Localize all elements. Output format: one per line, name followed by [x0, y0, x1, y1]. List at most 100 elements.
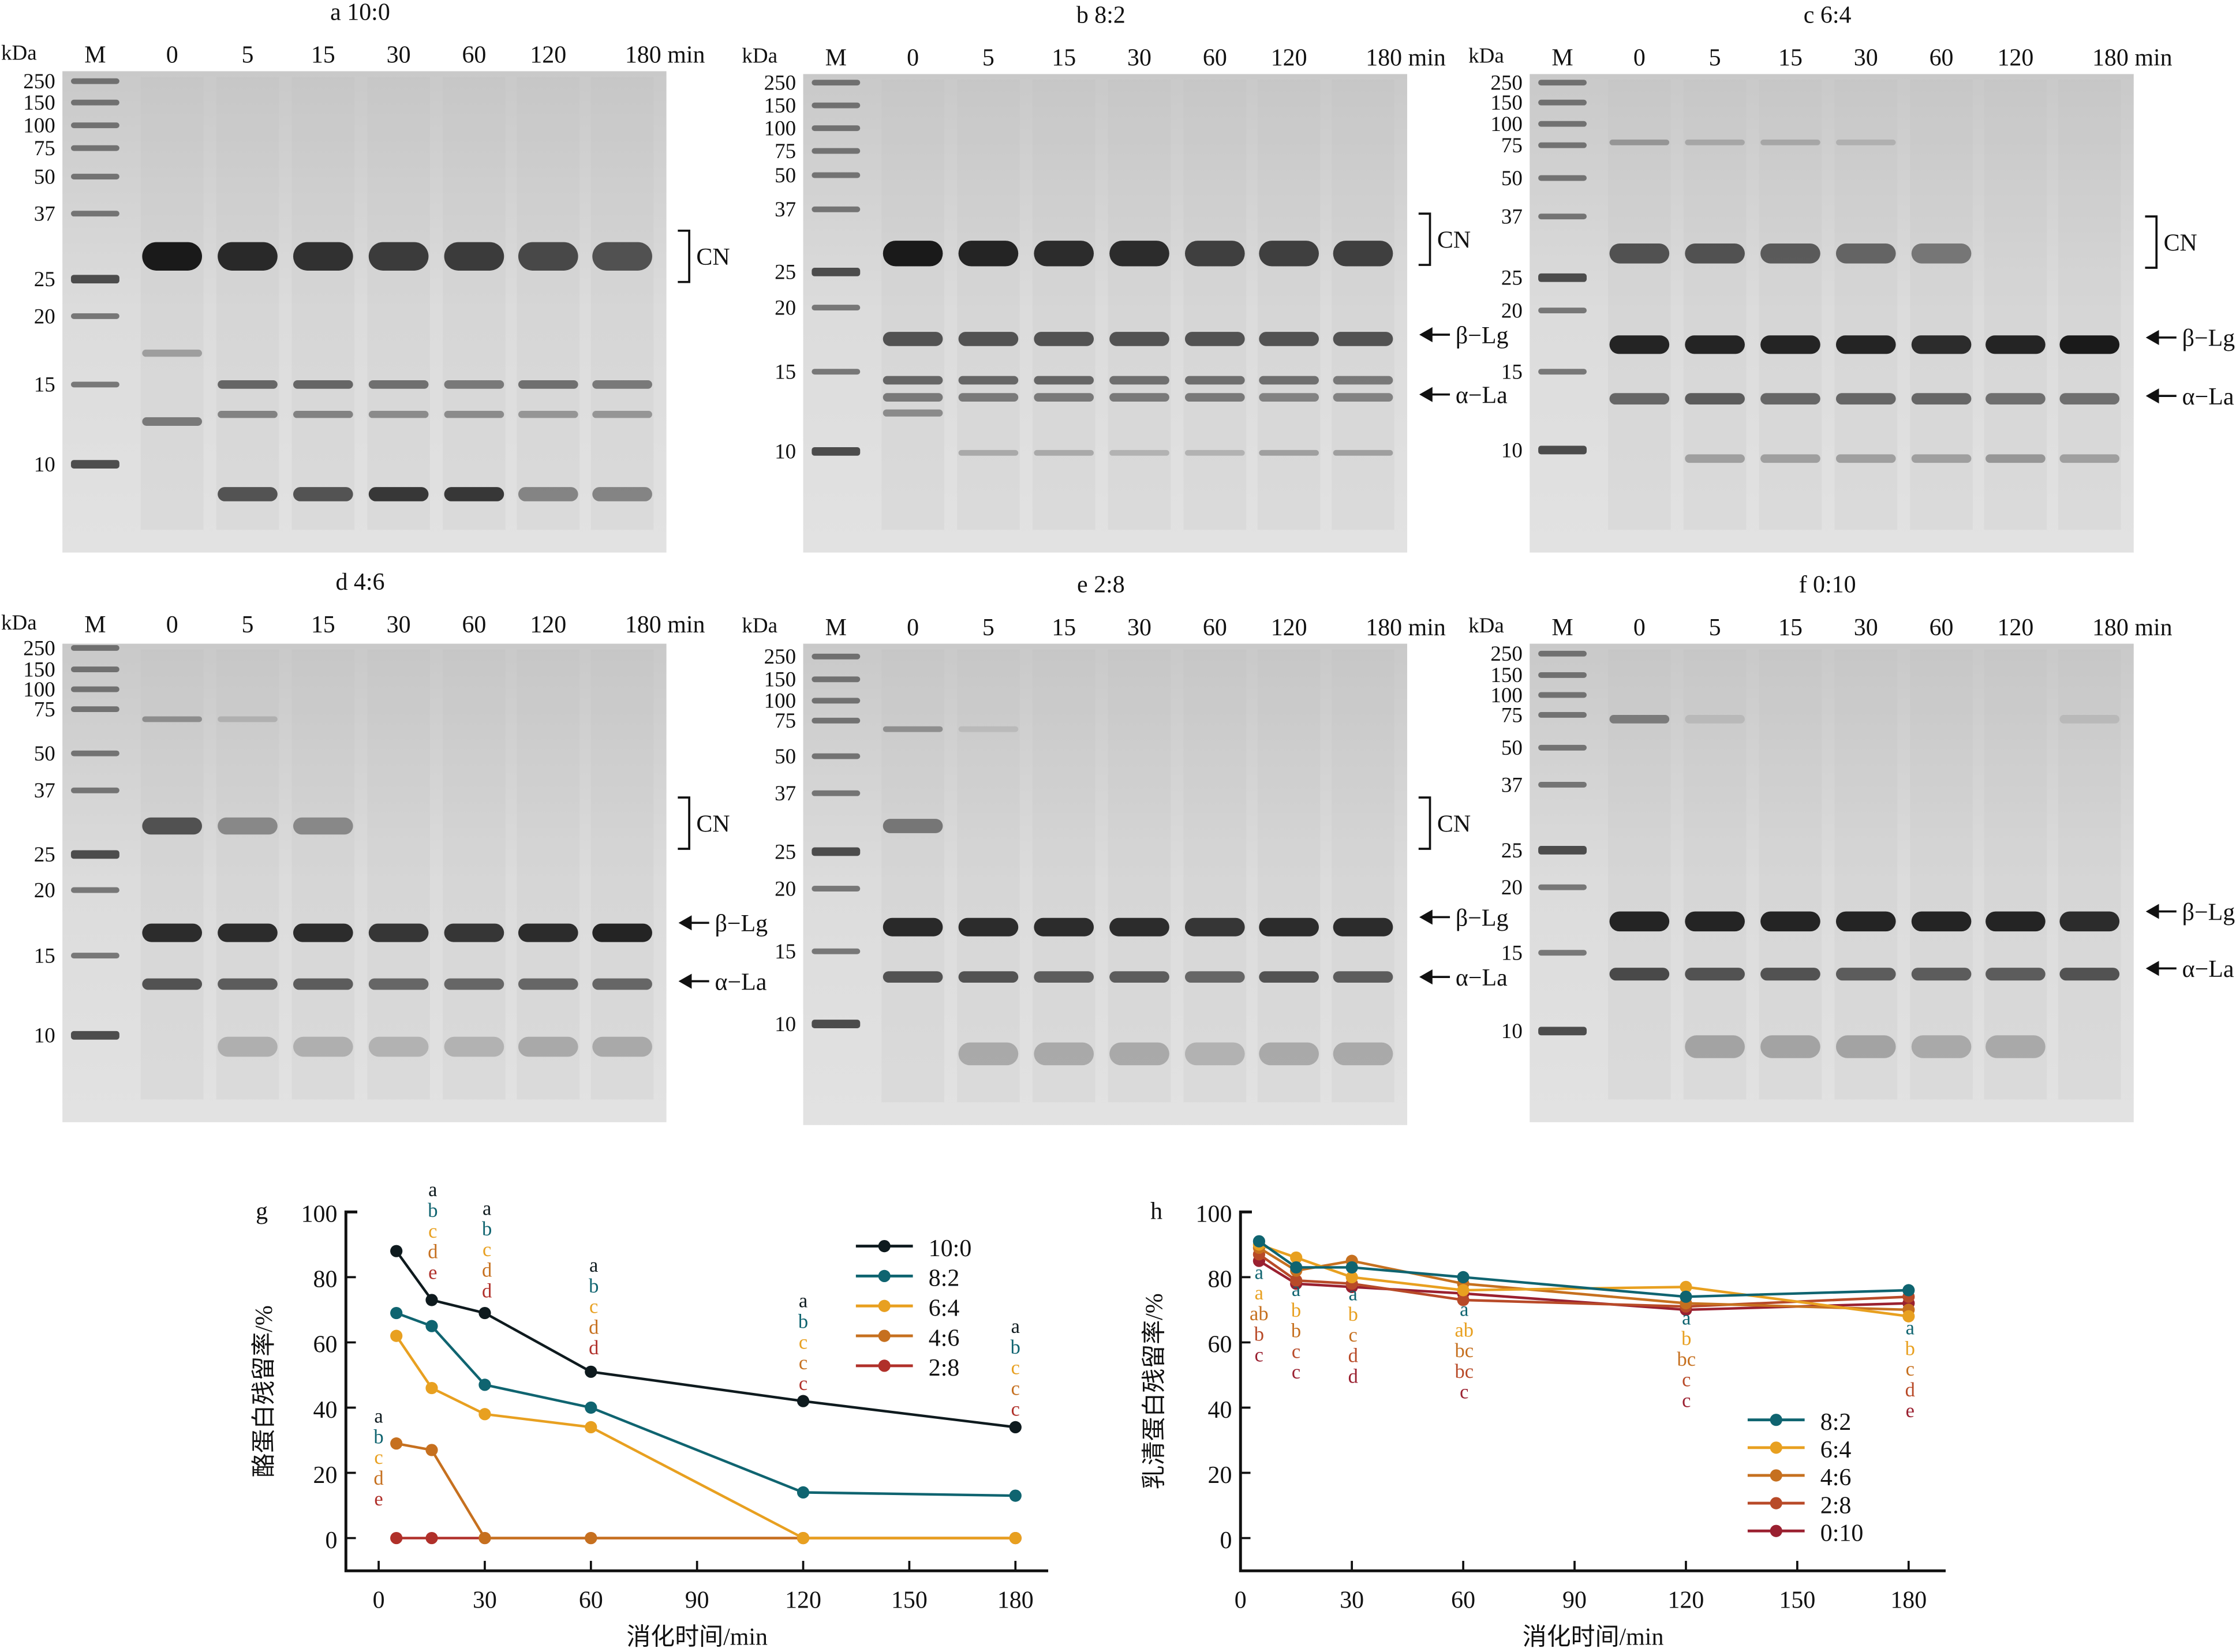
marker-band [1538, 692, 1587, 698]
significance-letter: b [589, 1275, 599, 1297]
band-label-alpha-la: α−La [1456, 382, 1508, 409]
data-point [478, 1531, 491, 1545]
lane-label: 0 [166, 42, 178, 69]
x-tick-label: 120 [785, 1587, 821, 1613]
protein-band [1609, 244, 1670, 264]
lane-label: 180 min [2092, 615, 2173, 641]
arrow-icon [678, 915, 709, 931]
y-tick-label: 0 [1220, 1527, 1232, 1554]
significance-letter: d [482, 1280, 492, 1302]
marker-label: 150 [764, 668, 797, 692]
marker-band [812, 447, 861, 456]
data-point [585, 1365, 597, 1378]
protein-band [1835, 139, 1896, 145]
protein-band [218, 411, 278, 418]
x-tick-label: 30 [473, 1587, 497, 1613]
protein-band [1333, 332, 1393, 346]
marker-band [1538, 99, 1587, 106]
significance-letter: a [1682, 1307, 1691, 1329]
significance-letter: c [1349, 1324, 1358, 1346]
protein-band [2059, 968, 2120, 981]
marker-label: 15 [775, 940, 796, 964]
protein-band [883, 409, 943, 417]
marker-band [812, 698, 861, 704]
protein-band [1333, 971, 1393, 983]
marker-band [70, 275, 119, 284]
panel-label: g [256, 1198, 268, 1225]
protein-band [1185, 971, 1245, 983]
marker-band [812, 206, 861, 212]
protein-band [592, 380, 652, 389]
gel-title: b 8:2 [1076, 2, 1126, 28]
protein-band [1034, 241, 1094, 267]
protein-band [1034, 917, 1094, 936]
significance-letter: d [373, 1467, 383, 1489]
protein-band [1835, 244, 1896, 264]
gel-lane [443, 649, 506, 1100]
arrow-icon [2145, 904, 2177, 919]
series-10-0 [390, 1245, 1022, 1433]
significance-letter: c [374, 1447, 383, 1469]
significance-letter: b [1681, 1328, 1691, 1350]
marker-band [70, 211, 119, 217]
protein-band [592, 978, 652, 990]
protein-band [1609, 968, 1670, 981]
protein-band [1760, 393, 1820, 404]
marker-label: 75 [775, 709, 796, 733]
lane-label: 5 [242, 42, 254, 69]
data-point [1457, 1271, 1470, 1284]
data-point [478, 1378, 491, 1391]
gel-lane [1108, 649, 1171, 1103]
lane-label: 15 [1052, 45, 1076, 72]
significance-letter: a [589, 1254, 598, 1276]
gel-lane [1834, 649, 1898, 1100]
gel-lane [291, 77, 355, 530]
gel-lane [1683, 80, 1747, 530]
data-point [585, 1531, 597, 1545]
marker-band [1538, 445, 1587, 455]
bracket-icon [2145, 215, 2158, 269]
significance-letter: a [483, 1197, 491, 1219]
gel-lane [517, 649, 580, 1100]
gel-lane [291, 649, 355, 1100]
protein-band [1835, 968, 1896, 981]
y-tick-label: 80 [1208, 1267, 1232, 1293]
protein-band [1685, 1035, 1745, 1058]
protein-band [1986, 393, 2046, 404]
protein-band [1259, 332, 1319, 346]
protein-band [518, 1036, 578, 1057]
protein-band [2059, 714, 2120, 724]
protein-band [958, 376, 1019, 385]
protein-band [1685, 139, 1745, 145]
protein-band [1259, 241, 1319, 267]
marker-band [70, 887, 119, 893]
marker-label: 25 [1501, 839, 1523, 863]
protein-band [592, 923, 652, 942]
marker-label: 25 [775, 261, 796, 284]
protein-band [1911, 968, 1972, 981]
protein-band [883, 393, 943, 402]
data-point [425, 1531, 438, 1545]
protein-band [958, 726, 1019, 732]
protein-band [293, 817, 353, 835]
protein-band [444, 923, 504, 942]
lane-label: 180 min [625, 42, 705, 69]
legend-label: 2:8 [1820, 1492, 1852, 1519]
arrow-icon [1419, 387, 1450, 402]
protein-band [444, 411, 504, 418]
protein-band [883, 971, 943, 983]
marker-label: 100 [764, 690, 797, 713]
significance-letter: b [373, 1426, 383, 1448]
legend-item: 10:0 [855, 1235, 971, 1262]
protein-band [518, 923, 578, 942]
protein-band [1185, 241, 1245, 267]
gel-image [1530, 643, 2134, 1122]
gel-lane [1910, 649, 1973, 1100]
marker-label: 15 [1501, 361, 1523, 384]
marker-band [1538, 273, 1587, 282]
y-tick-label: 0 [326, 1527, 338, 1554]
series-line [396, 1442, 1016, 1539]
significance-letter: c [483, 1239, 491, 1261]
x-tick-label: 150 [891, 1587, 928, 1613]
significance-letter: d [428, 1241, 438, 1263]
